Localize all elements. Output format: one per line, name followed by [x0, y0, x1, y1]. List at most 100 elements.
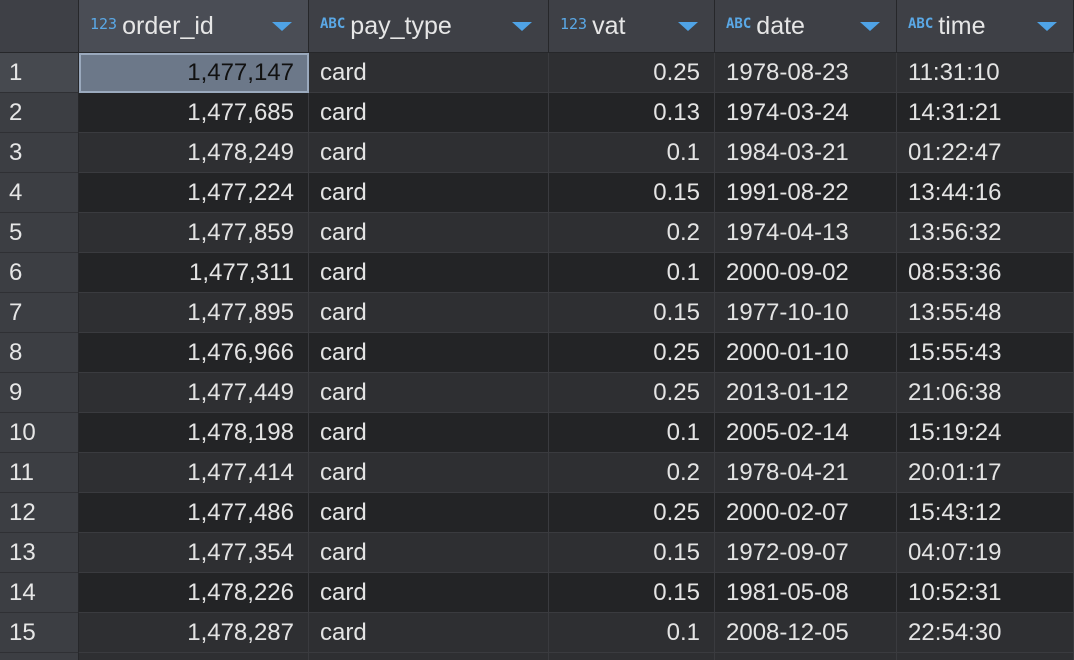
table-cell-pay_type[interactable]: card [309, 173, 549, 213]
table-cell-date[interactable]: 1991-08-22 [715, 173, 897, 213]
table-cell-order_id[interactable]: 1,477,311 [79, 253, 309, 293]
table-cell-vat[interactable]: 0.2 [549, 453, 715, 493]
table-cell-date[interactable]: 1978-04-21 [715, 453, 897, 493]
sort-dropdown-icon[interactable] [860, 22, 880, 31]
table-cell-pay_type[interactable]: card [309, 253, 549, 293]
table-cell-time[interactable]: 15:19:24 [897, 413, 1074, 453]
table-cell-order_id[interactable]: 1,477,859 [79, 213, 309, 253]
table-cell-time[interactable]: 01:22:47 [897, 133, 1074, 173]
table-cell-pay_type[interactable]: card [309, 613, 549, 653]
table-cell-order_id[interactable]: 1,478,198 [79, 413, 309, 453]
table-cell-order_id[interactable]: 1,477,354 [79, 533, 309, 573]
table-cell-vat[interactable]: 0.1 [549, 253, 715, 293]
table-cell-vat[interactable]: 0.25 [549, 53, 715, 93]
table-cell-order_id[interactable]: 1,476,966 [79, 333, 309, 373]
sort-dropdown-icon[interactable] [1037, 22, 1057, 31]
row-number[interactable]: 5 [0, 213, 79, 253]
table-cell-date[interactable]: 2000-09-02 [715, 253, 897, 293]
table-cell-pay_type[interactable]: card [309, 53, 549, 93]
table-cell-time[interactable]: 14:31:21 [897, 93, 1074, 133]
table-cell-order_id[interactable]: 1,477,895 [79, 293, 309, 333]
table-cell-date[interactable]: 2000-02-07 [715, 493, 897, 533]
table-cell-pay_type[interactable]: card [309, 493, 549, 533]
table-cell-time[interactable]: 08:53:36 [897, 253, 1074, 293]
table-cell-date[interactable]: 2008-12-05 [715, 613, 897, 653]
table-cell-pay_type[interactable]: card [309, 413, 549, 453]
row-number[interactable]: 15 [0, 613, 79, 653]
table-cell-date[interactable]: 1978-08-23 [715, 53, 897, 93]
table-cell-order_id[interactable]: 1,477,147 [79, 53, 309, 93]
table-cell-date[interactable]: 2013-01-12 [715, 373, 897, 413]
table-cell-pay_type[interactable]: card [309, 373, 549, 413]
table-cell-pay_type[interactable]: card [309, 293, 549, 333]
row-number[interactable]: 7 [0, 293, 79, 333]
column-header-vat[interactable]: 123 vat [549, 0, 715, 53]
table-cell-time[interactable]: 13:55:48 [897, 293, 1074, 333]
table-cell-time[interactable]: 22:54:30 [897, 613, 1074, 653]
table-cell-order_id[interactable]: 1,477,414 [79, 453, 309, 493]
table-cell-date[interactable]: 2000-01-10 [715, 333, 897, 373]
table-cell-vat[interactable]: 0.15 [549, 173, 715, 213]
row-number[interactable]: 13 [0, 533, 79, 573]
table-cell-pay_type[interactable]: card [309, 453, 549, 493]
table-cell-vat[interactable]: 0.13 [549, 93, 715, 133]
table-cell-vat[interactable]: 0.1 [549, 413, 715, 453]
table-cell-vat[interactable]: 0.15 [549, 533, 715, 573]
row-number[interactable]: 3 [0, 133, 79, 173]
table-cell-pay_type[interactable]: card [309, 533, 549, 573]
table-cell-date[interactable]: 1972-09-07 [715, 533, 897, 573]
row-number[interactable]: 14 [0, 573, 79, 613]
table-cell-time[interactable]: 20:01:17 [897, 453, 1074, 493]
table-cell-vat[interactable]: 0.2 [549, 213, 715, 253]
table-cell-pay_type[interactable]: card [309, 133, 549, 173]
table-cell-date[interactable]: 1984-03-21 [715, 133, 897, 173]
sort-dropdown-icon[interactable] [678, 22, 698, 31]
table-cell-date[interactable]: 2005-02-14 [715, 413, 897, 453]
row-number[interactable]: 12 [0, 493, 79, 533]
table-cell-time[interactable]: 13:44:16 [897, 173, 1074, 213]
column-header-order_id[interactable]: 123 order_id [79, 0, 309, 53]
table-cell-pay_type[interactable]: card [309, 213, 549, 253]
table-cell-time[interactable]: 10:52:31 [897, 573, 1074, 613]
table-cell-date[interactable]: 1974-04-13 [715, 213, 897, 253]
row-number[interactable]: 4 [0, 173, 79, 213]
column-header-time[interactable]: ABC time [897, 0, 1074, 53]
table-cell-vat[interactable]: 0.1 [549, 133, 715, 173]
table-cell-time[interactable]: 13:56:32 [897, 213, 1074, 253]
table-cell-date[interactable]: 1974-03-24 [715, 93, 897, 133]
table-cell-time[interactable]: 21:06:38 [897, 373, 1074, 413]
table-cell-pay_type[interactable]: card [309, 93, 549, 133]
table-cell-pay_type[interactable]: card [309, 333, 549, 373]
column-header-date[interactable]: ABC date [715, 0, 897, 53]
table-cell-vat[interactable]: 0.1 [549, 613, 715, 653]
row-number[interactable]: 1 [0, 53, 79, 93]
table-cell-order_id[interactable]: 1,478,249 [79, 133, 309, 173]
sort-dropdown-icon[interactable] [512, 22, 532, 31]
table-cell-order_id[interactable]: 1,477,224 [79, 173, 309, 213]
table-cell-pay_type[interactable]: card [309, 573, 549, 613]
table-cell-date[interactable]: 1981-05-08 [715, 573, 897, 613]
row-number[interactable]: 10 [0, 413, 79, 453]
table-cell-date[interactable]: 1977-10-10 [715, 293, 897, 333]
table-cell-order_id[interactable]: 1,477,449 [79, 373, 309, 413]
table-cell-vat[interactable]: 0.25 [549, 493, 715, 533]
table-cell-order_id[interactable]: 1,477,685 [79, 93, 309, 133]
table-cell-vat[interactable]: 0.15 [549, 293, 715, 333]
table-cell-order_id[interactable]: 1,477,486 [79, 493, 309, 533]
table-cell-order_id[interactable]: 1,478,287 [79, 613, 309, 653]
row-number[interactable]: 8 [0, 333, 79, 373]
table-cell-time[interactable]: 15:55:43 [897, 333, 1074, 373]
row-number[interactable]: 9 [0, 373, 79, 413]
column-header-pay_type[interactable]: ABC pay_type [309, 0, 549, 53]
sort-dropdown-icon[interactable] [272, 22, 292, 31]
table-cell-time[interactable]: 04:07:19 [897, 533, 1074, 573]
table-cell-vat[interactable]: 0.25 [549, 373, 715, 413]
row-number[interactable]: 6 [0, 253, 79, 293]
row-number[interactable]: 11 [0, 453, 79, 493]
table-cell-order_id[interactable]: 1,478,226 [79, 573, 309, 613]
table-cell-vat[interactable]: 0.15 [549, 573, 715, 613]
table-cell-vat[interactable]: 0.25 [549, 333, 715, 373]
table-cell-time[interactable]: 15:43:12 [897, 493, 1074, 533]
table-cell-time[interactable]: 11:31:10 [897, 53, 1074, 93]
row-number[interactable]: 2 [0, 93, 79, 133]
